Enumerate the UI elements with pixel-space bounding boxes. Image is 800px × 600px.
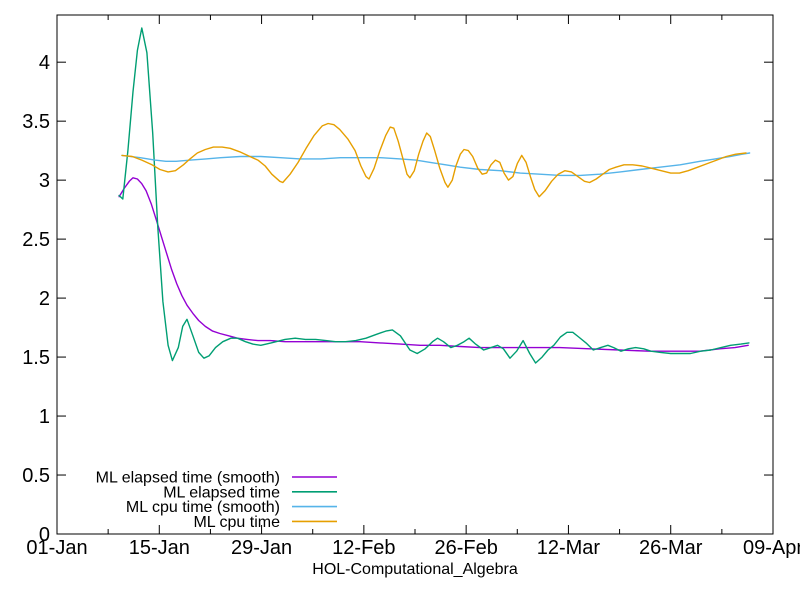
legend: ML elapsed time (smooth)ML elapsed timeM… <box>96 470 337 531</box>
series-line-ml-cpu-time-smooth <box>121 152 751 177</box>
y-tick-label: 1.5 <box>22 347 50 369</box>
x-tick-label: 12-Feb <box>332 537 395 559</box>
x-tick-label: 01-Jan <box>26 537 87 559</box>
y-tick-label: 2 <box>39 288 50 310</box>
series-line-ml-elapsed-time <box>118 27 750 364</box>
y-tick-label: 2.5 <box>22 229 50 251</box>
x-tick-label: 15-Jan <box>129 537 190 559</box>
y-tick-label: 1 <box>39 406 50 428</box>
x-tick-label: 29-Jan <box>231 537 292 559</box>
x-tick-label: 09-Apr <box>743 537 800 559</box>
series-lines <box>118 27 751 364</box>
y-tick-label: 4 <box>39 52 50 74</box>
legend-label-ml-elapsed-time-smooth: ML elapsed time (smooth) <box>96 470 280 487</box>
y-tick-label: 3 <box>39 170 50 192</box>
axes: 01-Jan 15-Jan 29-Jan 12-Feb 26-Feb 12-Mar 26-M… <box>22 14 800 559</box>
series-line-ml-cpu-time <box>121 122 747 198</box>
legend-label-ml-cpu-time: ML cpu time <box>193 514 280 531</box>
y-tick-label: 0 <box>39 524 50 546</box>
x-tick-label: 26-Mar <box>639 537 703 559</box>
x-tick-label: 26-Feb <box>434 537 497 559</box>
x-tick-label: 12-Mar <box>537 537 601 559</box>
y-tick-label: 3.5 <box>22 111 50 133</box>
plot-border <box>56 14 774 535</box>
x-axis-title: HOL-Computational_Algebra <box>312 561 518 578</box>
series-line-ml-elapsed-time-smooth <box>118 177 749 352</box>
legend-label-ml-elapsed-time: ML elapsed time <box>163 484 280 501</box>
y-tick-label: 0.5 <box>22 465 50 487</box>
legend-label-ml-cpu-time-smooth: ML cpu time (smooth) <box>126 499 280 516</box>
